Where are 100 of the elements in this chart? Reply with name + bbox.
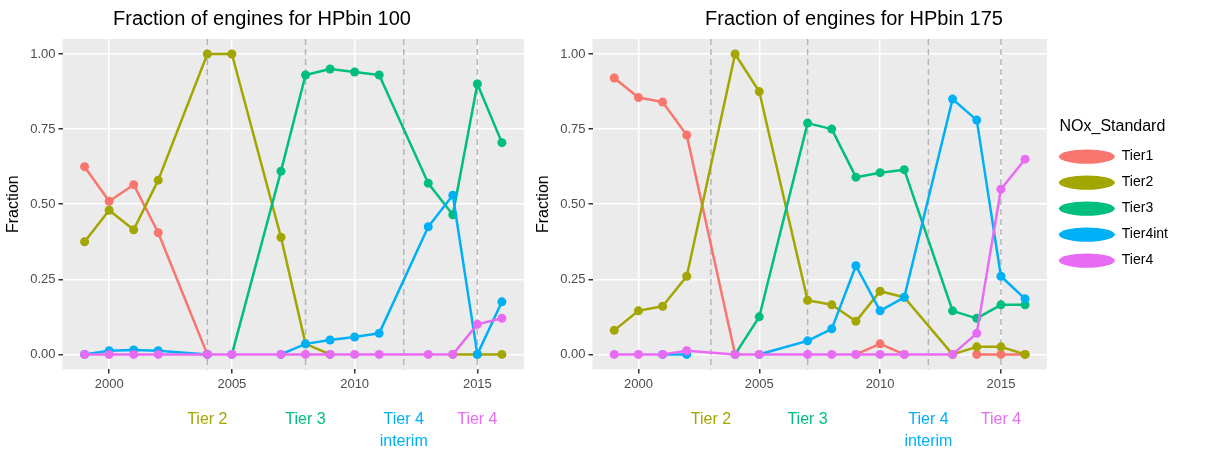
y-tick-label: 0.25 <box>560 270 586 286</box>
point <box>875 306 885 316</box>
point <box>875 349 885 359</box>
x-tick-label: 2005 <box>744 375 774 391</box>
y-tick-label: 0.75 <box>560 120 586 136</box>
point <box>448 190 458 200</box>
point <box>803 336 813 346</box>
point <box>301 349 311 359</box>
ref-line-label: Tier 3 <box>285 409 326 427</box>
point <box>1020 294 1030 304</box>
point <box>497 349 507 359</box>
point <box>827 324 837 334</box>
point <box>609 73 619 83</box>
point <box>350 332 360 342</box>
y-tick-label: 0.50 <box>30 195 56 211</box>
point <box>827 124 837 134</box>
point <box>803 118 813 128</box>
point <box>996 271 1006 281</box>
point <box>497 297 507 307</box>
point <box>827 300 837 310</box>
ref-line-label: Tier 2 <box>690 409 732 427</box>
point <box>899 165 909 175</box>
point <box>972 342 982 352</box>
point <box>276 232 286 242</box>
point <box>851 172 861 182</box>
point <box>129 349 139 359</box>
point <box>948 94 958 104</box>
point <box>633 306 643 316</box>
point <box>730 49 740 59</box>
x-tick-label: 2015 <box>462 375 492 391</box>
point <box>996 342 1006 352</box>
chart-title: Fraction of engines for HPbin 100 <box>113 6 411 29</box>
point <box>875 339 885 349</box>
point <box>80 162 90 172</box>
point <box>827 349 837 359</box>
point <box>497 313 507 323</box>
ref-line-label: Tier 2 <box>187 409 228 427</box>
point <box>153 175 163 185</box>
point <box>658 97 668 107</box>
point <box>129 225 139 235</box>
chart-title: Fraction of engines for HPbin 175 <box>705 6 1003 29</box>
x-tick-label: 2010 <box>340 375 370 391</box>
x-tick-label: 2005 <box>217 375 247 391</box>
y-tick-label: 0.25 <box>30 270 56 286</box>
point <box>104 196 114 206</box>
point <box>682 130 692 140</box>
point <box>996 349 1006 359</box>
x-tick-label: 2010 <box>865 375 895 391</box>
point <box>851 316 861 326</box>
legend-label: Tier3 <box>1121 199 1154 216</box>
point <box>276 166 286 176</box>
point <box>423 222 433 232</box>
point <box>423 178 433 188</box>
point <box>972 115 982 125</box>
point <box>996 184 1006 194</box>
point <box>374 349 384 359</box>
point <box>374 328 384 338</box>
y-tick-label: 0.50 <box>560 195 586 211</box>
point <box>472 319 482 329</box>
ref-line-label: Tier 3 <box>787 409 828 427</box>
y-axis-title: Fraction <box>534 175 552 234</box>
point <box>153 228 163 238</box>
point <box>325 64 335 74</box>
point <box>80 237 90 247</box>
point <box>350 67 360 77</box>
y-tick-label: 0.00 <box>560 345 586 361</box>
point <box>423 349 433 359</box>
y-tick-label: 1.00 <box>30 45 56 61</box>
point <box>129 180 139 190</box>
legend-label: Tier4 <box>1121 251 1154 268</box>
legend-title: NOx_Standard <box>1059 116 1166 135</box>
point <box>948 306 958 316</box>
point <box>803 349 813 359</box>
point <box>754 87 764 97</box>
point <box>972 328 982 338</box>
point <box>996 300 1006 310</box>
ref-line-label: Tier 4 <box>457 409 498 427</box>
point <box>301 70 311 80</box>
ref-line-label: Tier 4 interim <box>379 409 428 449</box>
point <box>972 349 982 359</box>
ref-line-label: Tier 4 <box>980 409 1022 427</box>
point <box>1020 154 1030 164</box>
point <box>875 286 885 296</box>
x-tick-label: 2000 <box>623 375 653 391</box>
legend-label: Tier1 <box>1121 147 1154 164</box>
x-tick-label: 2015 <box>986 375 1016 391</box>
point <box>350 349 360 359</box>
legend-label: Tier4int <box>1121 225 1169 242</box>
y-tick-label: 0.00 <box>30 345 56 361</box>
ref-line-label: Tier 4 interim <box>904 409 953 449</box>
point <box>851 261 861 271</box>
point <box>227 49 237 59</box>
point <box>609 349 619 359</box>
point <box>472 79 482 89</box>
point <box>658 301 668 311</box>
point <box>682 271 692 281</box>
y-tick-label: 1.00 <box>560 45 586 61</box>
point <box>633 93 643 103</box>
point <box>754 312 764 322</box>
y-tick-label: 0.75 <box>30 120 56 136</box>
